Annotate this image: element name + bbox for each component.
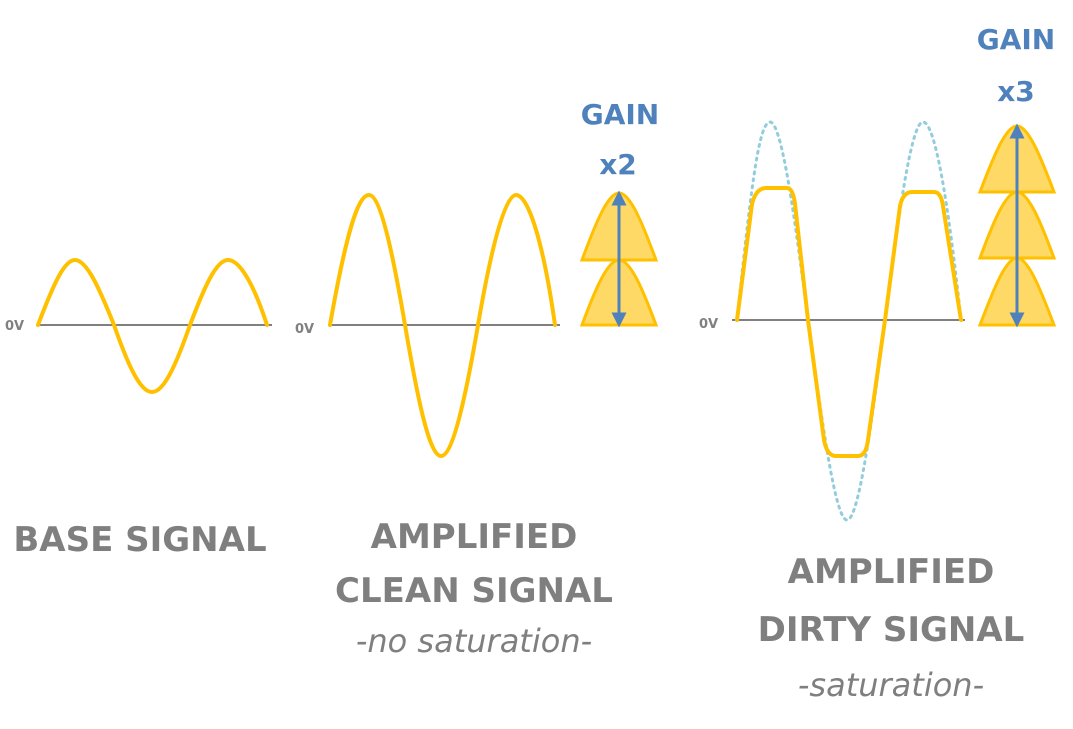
clean-zero-label: 0V [295,322,314,337]
clean-caption-line2: CLEAN SIGNAL [335,571,613,611]
gain-x3-label: GAIN [977,23,1056,56]
dirty-signal-panel: 0V GAIN x3 AMPLIFIED DIRTY SIGNAL -satur… [699,23,1057,704]
base-signal-panel: 0V BASE SIGNAL [5,257,272,560]
clean-signal-panel: 0V GAIN x2 AMPLIFIED CLEAN SIGNAL -no sa… [295,98,659,660]
gain-x3-stack: GAIN x3 [977,23,1057,328]
clean-sine-wave [328,192,557,459]
clean-subcaption: -no saturation- [356,622,592,660]
gain-x3-value: x3 [997,75,1035,108]
dirty-caption-line2: DIRTY SIGNAL [758,610,1025,650]
gain-x2-value: x2 [599,148,637,181]
dirty-zero-label: 0V [699,317,718,332]
dirty-subcaption: -saturation- [798,666,984,704]
gain-x2-label: GAIN [581,98,660,131]
dirty-ideal-unclipped-wave [735,120,963,522]
dirty-caption-line1: AMPLIFIED [788,552,995,592]
gain-x2-stack: GAIN x2 [579,98,660,328]
clean-caption-line1: AMPLIFIED [371,517,578,557]
dirty-clipped-wave [735,186,963,458]
base-caption: BASE SIGNAL [13,520,266,560]
base-sine-wave [36,257,269,395]
base-zero-label: 0V [5,319,24,334]
